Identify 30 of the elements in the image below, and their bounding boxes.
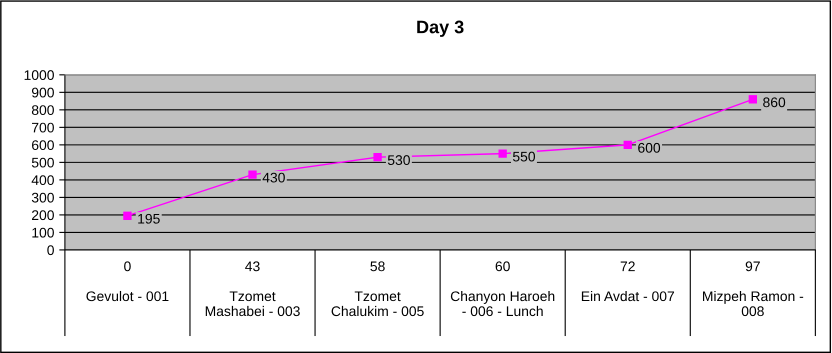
point [498,149,507,158]
point [123,212,132,220]
data-label: 195 [138,214,160,224]
point [624,140,632,150]
category-label: 43 Tzomet Mashabei - 003 [206,261,300,316]
y-tick-label: 900 [32,88,54,98]
data-label: 860 [763,97,786,108]
y-tick-label: 100 [32,228,54,238]
chart-title: Day 3 [417,20,464,37]
category-label: 97 Mizpeh Ramon - 008 [703,261,804,316]
y-tick-label: 700 [32,122,54,133]
data-label: 550 [512,152,536,162]
y-tick-label: 600 [32,140,54,150]
y-tick-label: 200 [32,210,54,220]
data-label: 530 [388,155,410,166]
point [748,95,757,104]
y-tick-label: 1000 [24,70,54,80]
category-label: 60 Chanyon Haroeh - 006 - Lunch [450,261,554,316]
category-label: 0 Gevulot - 001 [86,261,168,302]
y-tick-label: 400 [32,175,54,186]
y-tick-label: 800 [32,105,54,116]
y-tick-label: 300 [32,192,54,203]
data-label: 430 [262,172,285,183]
y-tick-label: 500 [32,158,54,168]
category-label: 58 Tzomet Chalukim - 005 [332,261,424,316]
point [248,170,257,179]
category-label: 72 Ein Avdat - 007 [582,261,674,302]
data-label: 600 [638,142,660,153]
point [373,152,382,162]
y-tick-label: 0 [47,245,54,256]
